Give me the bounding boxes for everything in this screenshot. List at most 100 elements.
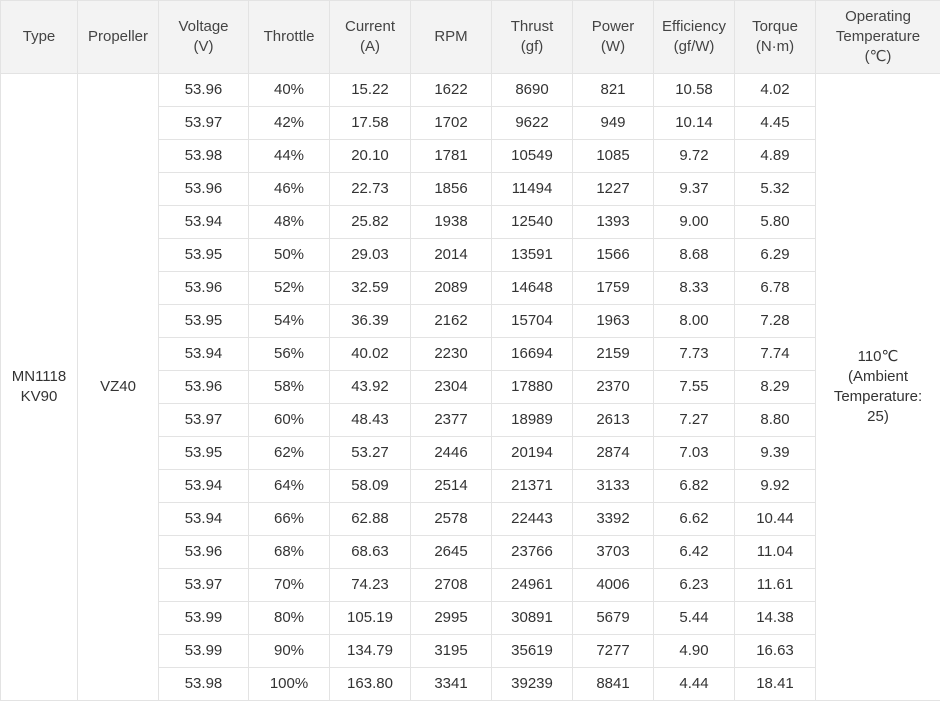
- cell-throttle: 56%: [248, 337, 330, 371]
- cell-thrust: 11494: [491, 172, 573, 206]
- table-row: 53.97 70% 74.23 2708 24961 4006 6.23 11.61: [1, 568, 940, 602]
- cell-thrust: 10549: [491, 139, 573, 173]
- cell-torque: 10.44: [734, 502, 816, 536]
- cell-current: 58.09: [329, 469, 411, 503]
- cell-efficiency: 5.44: [653, 601, 735, 635]
- cell-power: 1759: [572, 271, 654, 305]
- cell-efficiency: 7.27: [653, 403, 735, 437]
- cell-current: 53.27: [329, 436, 411, 470]
- table-header-row: Type Propeller Voltage (V) Throttle Curr…: [0, 0, 940, 74]
- cell-current: 22.73: [329, 172, 411, 206]
- cell-rpm: 2708: [410, 568, 492, 602]
- cell-power: 2159: [572, 337, 654, 371]
- cell-torque: 16.63: [734, 634, 816, 668]
- cell-voltage: 53.99: [158, 601, 249, 635]
- cell-efficiency: 10.58: [653, 73, 735, 107]
- header-rpm: RPM: [410, 0, 492, 74]
- cell-current: 48.43: [329, 403, 411, 437]
- table-row: 53.99 80% 105.19 2995 30891 5679 5.44 14.38: [1, 601, 940, 635]
- cell-current: 40.02: [329, 337, 411, 371]
- cell-efficiency: 7.73: [653, 337, 735, 371]
- header-current: Current (A): [329, 0, 411, 74]
- cell-thrust: 17880: [491, 370, 573, 404]
- cell-current: 62.88: [329, 502, 411, 536]
- table-row: 53.99 90% 134.79 3195 35619 7277 4.90 16.63: [1, 634, 940, 668]
- table-row: 53.95 50% 29.03 2014 13591 1566 8.68 6.29: [1, 238, 940, 272]
- header-power: Power (W): [572, 0, 654, 74]
- cell-voltage: 53.96: [158, 172, 249, 206]
- header-propeller: Propeller: [77, 0, 159, 74]
- cell-efficiency: 10.14: [653, 106, 735, 140]
- cell-rpm: 2014: [410, 238, 492, 272]
- cell-rpm: 2578: [410, 502, 492, 536]
- cell-type: MN1118 KV90: [0, 73, 78, 701]
- table-row: 53.95 62% 53.27 2446 20194 2874 7.03 9.39: [1, 436, 940, 470]
- cell-torque: 4.02: [734, 73, 816, 107]
- cell-power: 821: [572, 73, 654, 107]
- cell-current: 25.82: [329, 205, 411, 239]
- cell-rpm: 1702: [410, 106, 492, 140]
- cell-efficiency: 9.72: [653, 139, 735, 173]
- cell-power: 1566: [572, 238, 654, 272]
- cell-voltage: 53.94: [158, 502, 249, 536]
- table-row: 53.96 68% 68.63 2645 23766 3703 6.42 11.04: [1, 535, 940, 569]
- cell-thrust: 23766: [491, 535, 573, 569]
- table-row: 53.94 56% 40.02 2230 16694 2159 7.73 7.74: [1, 337, 940, 371]
- cell-thrust: 24961: [491, 568, 573, 602]
- cell-throttle: 62%: [248, 436, 330, 470]
- cell-efficiency: 8.68: [653, 238, 735, 272]
- cell-current: 15.22: [329, 73, 411, 107]
- table-row: MN1118 KV90 VZ40 53.96 40% 15.22 1622 8690 821 1…: [0, 73, 940, 701]
- cell-current: 163.80: [329, 667, 411, 701]
- cell-torque: 8.29: [734, 370, 816, 404]
- cell-throttle: 80%: [248, 601, 330, 635]
- cell-throttle: 42%: [248, 106, 330, 140]
- cell-rpm: 2089: [410, 271, 492, 305]
- cell-power: 1085: [572, 139, 654, 173]
- cell-voltage: 53.95: [158, 436, 249, 470]
- cell-torque: 9.92: [734, 469, 816, 503]
- cell-operating-temperature: 110℃ (Ambient Temperature: 25): [815, 73, 940, 701]
- cell-thrust: 14648: [491, 271, 573, 305]
- cell-power: 2613: [572, 403, 654, 437]
- cell-thrust: 16694: [491, 337, 573, 371]
- cell-voltage: 53.96: [158, 73, 249, 107]
- header-operating-temperature: Operating Temperature (℃): [815, 0, 940, 74]
- cell-torque: 5.32: [734, 172, 816, 206]
- cell-efficiency: 7.55: [653, 370, 735, 404]
- cell-throttle: 100%: [248, 667, 330, 701]
- cell-throttle: 70%: [248, 568, 330, 602]
- cell-torque: 6.78: [734, 271, 816, 305]
- cell-rpm: 2304: [410, 370, 492, 404]
- cell-throttle: 50%: [248, 238, 330, 272]
- cell-torque: 6.29: [734, 238, 816, 272]
- cell-thrust: 30891: [491, 601, 573, 635]
- cell-rpm: 2645: [410, 535, 492, 569]
- cell-thrust: 22443: [491, 502, 573, 536]
- cell-voltage: 53.97: [158, 106, 249, 140]
- cell-thrust: 9622: [491, 106, 573, 140]
- cell-throttle: 60%: [248, 403, 330, 437]
- cell-current: 68.63: [329, 535, 411, 569]
- table-row: 53.94 64% 58.09 2514 21371 3133 6.82 9.92: [1, 469, 940, 503]
- cell-throttle: 40%: [248, 73, 330, 107]
- cell-voltage: 53.94: [158, 337, 249, 371]
- cell-thrust: 39239: [491, 667, 573, 701]
- cell-throttle: 58%: [248, 370, 330, 404]
- cell-efficiency: 9.00: [653, 205, 735, 239]
- cell-current: 29.03: [329, 238, 411, 272]
- cell-rpm: 2995: [410, 601, 492, 635]
- cell-power: 5679: [572, 601, 654, 635]
- cell-power: 4006: [572, 568, 654, 602]
- cell-torque: 4.45: [734, 106, 816, 140]
- cell-power: 949: [572, 106, 654, 140]
- cell-efficiency: 9.37: [653, 172, 735, 206]
- cell-thrust: 15704: [491, 304, 573, 338]
- cell-thrust: 8690: [491, 73, 573, 107]
- cell-voltage: 53.94: [158, 469, 249, 503]
- header-torque: Torque (N·m): [734, 0, 816, 74]
- cell-throttle: 44%: [248, 139, 330, 173]
- cell-throttle: 48%: [248, 205, 330, 239]
- cell-rpm: 2377: [410, 403, 492, 437]
